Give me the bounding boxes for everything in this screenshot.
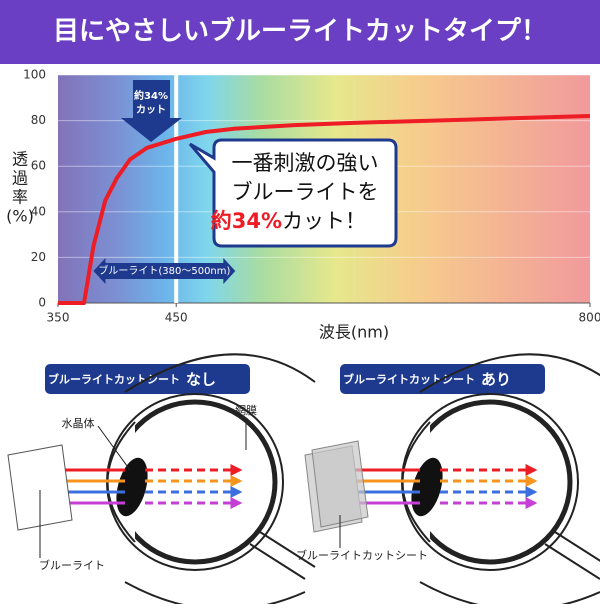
data-line (58, 114, 591, 305)
cut-label: 約34% (134, 89, 168, 102)
label: 網膜 (235, 403, 257, 417)
eyelid (124, 581, 306, 608)
y-axis-label: (%) (6, 207, 34, 226)
button-text: ブルーライトカットシート (48, 372, 180, 386)
leader (97, 425, 131, 471)
y-tick-label: 100 (23, 68, 46, 82)
band-label: ブルーライト(380〜500nm) (98, 264, 230, 277)
cut-label: カット (136, 104, 166, 116)
button-text: ブルーライトカットシート (343, 372, 475, 386)
label: 水晶体 (62, 416, 95, 430)
optic-nerve (249, 531, 316, 580)
optic-nerve (544, 531, 600, 580)
band-arrow (93, 258, 236, 284)
y-tick-label: 80 (31, 113, 46, 127)
label: ブルーライトカットシート (296, 548, 428, 562)
y-tick-label: 40 (31, 204, 46, 218)
eyelid (124, 353, 316, 393)
header-title: 目にやさしいブルーライトカットタイプ！ (53, 16, 547, 47)
button-text: あり (481, 371, 511, 389)
eyelid (419, 581, 600, 608)
callout-box (188, 138, 398, 248)
button-text: なし (186, 371, 216, 389)
cut-arrow (121, 80, 182, 142)
eyelid (419, 353, 600, 393)
x-axis-label: 波長(nm) (319, 323, 389, 342)
y-tick-label: 20 (31, 250, 46, 264)
y-tick-label: 60 (31, 159, 46, 173)
callout-text: 一番刺激の強い (232, 151, 379, 175)
y-tick-label: 0 (38, 296, 46, 310)
light-source (7, 444, 73, 531)
callout-highlight: 約34% (211, 209, 282, 233)
callout-text: カット！ (282, 209, 366, 233)
y-axis-label: 過 (12, 169, 28, 188)
x-tick-label: 800 (579, 311, 600, 325)
y-axis-label: 率 (12, 188, 28, 207)
x-tick-label: 450 (165, 311, 188, 325)
y-axis-label: 透 (12, 150, 28, 169)
x-tick-label: 350 (47, 311, 70, 325)
callout-text: ブルーライトを (232, 180, 379, 204)
cut-sheet (311, 440, 369, 528)
header-bar (0, 0, 600, 64)
label: ブルーライト (39, 558, 105, 572)
